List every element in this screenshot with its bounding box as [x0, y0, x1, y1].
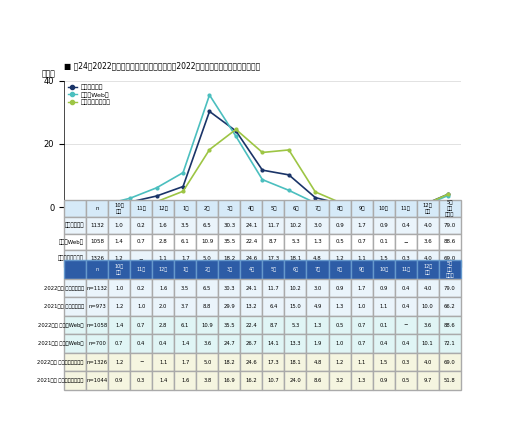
面接（Web）: [444, 193, 451, 198]
Y-axis label: （％）: （％）: [41, 69, 55, 78]
内々定・内定出し: [312, 189, 318, 194]
Text: ■ 図24　2022年卒採用プロセスの開始時期（2022年卒採用実施企業／実数回答）: ■ 図24 2022年卒採用プロセスの開始時期（2022年卒採用実施企業／実数回…: [64, 61, 260, 71]
面接（Web）: [154, 185, 160, 191]
面接（Web）: [259, 177, 265, 182]
面接（対面）: [259, 167, 265, 173]
面接（対面）: [418, 203, 424, 208]
Legend: 面接（対面）, 面接（Web）, 内々定・内定出し: 面接（対面）, 面接（Web）, 内々定・内定出し: [65, 82, 113, 108]
Line: 面接（Web）: 面接（Web）: [76, 94, 449, 208]
内々定・内定出し: [154, 199, 160, 205]
面接（対面）: [206, 109, 212, 114]
面接（Web）: [127, 196, 133, 201]
内々定・内定出し: [259, 150, 265, 155]
面接（対面）: [444, 192, 451, 197]
面接（対面）: [154, 194, 160, 199]
内々定・内定出し: [418, 204, 424, 209]
面接（対面）: [312, 195, 318, 200]
面接（対面）: [127, 199, 133, 205]
内々定・内定出し: [365, 201, 371, 206]
面接（Web）: [286, 188, 292, 193]
内々定・内定出し: [127, 201, 133, 206]
面接（対面）: [74, 201, 80, 207]
面接（対面）: [100, 204, 106, 209]
面接（対面）: [365, 199, 371, 205]
面接（Web）: [365, 202, 371, 208]
面接（対面）: [392, 201, 398, 207]
面接（対面）: [233, 128, 239, 134]
面接（Web）: [100, 202, 106, 208]
Line: 内々定・内定出し: 内々定・内定出し: [76, 128, 449, 208]
面接（Web）: [74, 200, 80, 205]
内々定・内定出し: [180, 189, 186, 194]
内々定・内定出し: [286, 147, 292, 152]
面接（対面）: [339, 201, 345, 207]
面接（Web）: [418, 205, 424, 210]
内々定・内定出し: [100, 205, 106, 210]
面接（対面）: [286, 172, 292, 177]
内々定・内定出し: [339, 201, 345, 206]
Line: 面接（対面）: 面接（対面）: [76, 110, 449, 208]
面接（Web）: [339, 203, 345, 208]
面接（Web）: [206, 92, 212, 98]
内々定・内定出し: [233, 127, 239, 132]
内々定・内定出し: [392, 200, 398, 205]
面接（Web）: [180, 170, 186, 175]
面接（Web）: [392, 204, 398, 209]
内々定・内定出し: [206, 147, 212, 152]
面接（Web）: [233, 134, 239, 139]
面接（対面）: [180, 184, 186, 189]
内々定・内定出し: [74, 201, 80, 206]
内々定・内定出し: [444, 192, 451, 197]
面接（Web）: [312, 200, 318, 205]
